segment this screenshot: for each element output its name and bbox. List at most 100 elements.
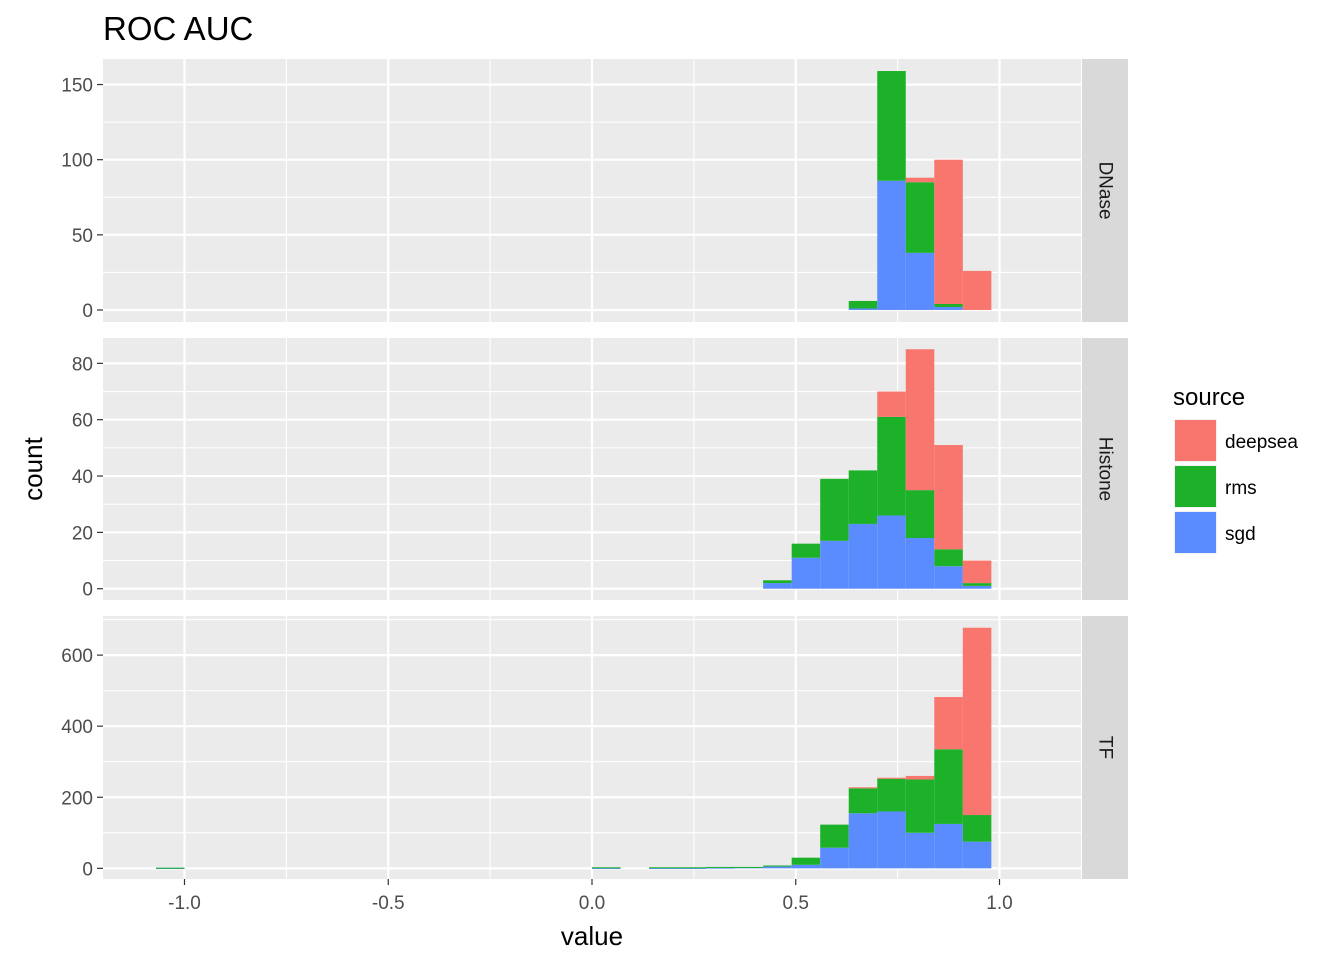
y-tick-label: 0 xyxy=(82,580,93,601)
bar-tf-sgd xyxy=(592,867,621,869)
bar-dnase-rms xyxy=(848,300,878,309)
facet-strip xyxy=(1082,616,1128,879)
legend-label-deepsea: deepsea xyxy=(1225,432,1298,453)
bar-tf-deepsea xyxy=(905,775,935,780)
bar-tf-deepsea xyxy=(934,697,963,750)
bar-histone-sgd xyxy=(791,557,821,589)
bar-dnase-rms xyxy=(877,71,906,181)
bar-tf-rms xyxy=(592,867,621,869)
legend-label-rms: rms xyxy=(1225,478,1257,499)
bar-tf-rms xyxy=(905,779,935,833)
bar-histone-rms xyxy=(877,416,906,516)
bar-dnase-deepsea xyxy=(962,270,992,310)
bar-tf-sgd xyxy=(763,866,792,869)
facet-panel-histone: 0 20 40 60 80 Histone xyxy=(72,338,1128,601)
bar-dnase-rms xyxy=(905,182,935,253)
bar-dnase-deepsea xyxy=(934,159,963,304)
bar-histone-rms xyxy=(962,583,992,586)
bar-tf-sgd xyxy=(677,867,707,869)
bar-dnase-sgd xyxy=(848,308,878,310)
bar-tf-deepsea xyxy=(962,627,992,816)
bar-tf-rms xyxy=(877,778,906,812)
legend-swatch-deepsea xyxy=(1175,420,1216,461)
bar-histone-rms xyxy=(905,490,935,539)
bar-tf-rms xyxy=(734,866,764,868)
y-tick-label: 60 xyxy=(72,411,93,432)
y-tick-label: 20 xyxy=(72,523,93,544)
x-tick-label: 0.5 xyxy=(783,893,809,914)
bar-tf-rms xyxy=(763,865,792,867)
bar-histone-sgd xyxy=(877,515,906,589)
y-tick-label: 150 xyxy=(61,76,93,97)
bar-tf-rms xyxy=(155,867,185,869)
bar-tf-rms xyxy=(820,824,849,848)
bar-dnase-sgd xyxy=(905,252,935,310)
y-axis-title: count xyxy=(18,436,48,500)
bar-histone-rms xyxy=(934,549,963,567)
bar-histone-sgd xyxy=(820,540,849,589)
bar-tf-sgd xyxy=(905,832,935,869)
bar-tf-sgd xyxy=(706,867,735,869)
y-tick-label: 0 xyxy=(82,859,93,880)
bar-histone-rms xyxy=(820,478,849,541)
bar-histone-deepsea xyxy=(905,349,935,491)
bar-histone-deepsea xyxy=(962,560,992,584)
legend-title: source xyxy=(1173,384,1245,411)
facet-panel-tf: 0 200 400 600 TF xyxy=(61,616,1128,880)
bar-tf-rms xyxy=(934,749,963,824)
x-tick-label: -0.5 xyxy=(372,893,405,914)
x-tick-label: 0.0 xyxy=(579,893,605,914)
bar-histone-rms xyxy=(791,543,821,558)
bar-tf-rms xyxy=(791,857,821,865)
y-tick-label: 100 xyxy=(61,151,93,172)
bar-tf-rms xyxy=(649,867,678,869)
bar-histone-sgd xyxy=(848,523,878,589)
bar-tf-sgd xyxy=(877,811,906,869)
y-tick-label: 50 xyxy=(72,226,93,247)
legend-items: deepsea rms sgd xyxy=(1174,419,1298,554)
legend-label-sgd: sgd xyxy=(1225,524,1256,545)
bar-histone-sgd xyxy=(934,566,963,589)
bar-tf-sgd xyxy=(962,841,992,869)
y-tick-label: 80 xyxy=(72,354,93,375)
chart-title: ROC AUC xyxy=(103,10,253,47)
facet-strip-label: TF xyxy=(1095,736,1116,759)
y-tick-label: 600 xyxy=(61,646,93,667)
x-tick-label: -1.0 xyxy=(168,893,201,914)
bar-histone-deepsea xyxy=(934,445,963,550)
facet-panels: 0 50 100 150 DNase 0 20 40 60 80 Histone 0 200 400 600… xyxy=(61,59,1128,880)
bar-tf-sgd xyxy=(649,867,678,869)
bar-histone-deepsea xyxy=(877,391,906,417)
bar-dnase-rms xyxy=(934,303,963,307)
y-tick-label: 200 xyxy=(61,788,93,809)
bar-histone-sgd xyxy=(905,538,935,589)
x-axis-title: value xyxy=(561,921,623,951)
bar-tf-sgd xyxy=(934,823,963,869)
legend-swatch-rms xyxy=(1175,466,1216,507)
x-axis: -1.0 -0.5 0.0 0.5 1.0 xyxy=(168,879,1013,914)
facet-strip xyxy=(1082,338,1128,600)
bar-dnase-sgd xyxy=(934,306,963,310)
bar-histone-rms xyxy=(848,470,878,524)
bar-tf-rms xyxy=(677,867,707,869)
bar-dnase-deepsea xyxy=(905,177,935,183)
bar-tf-deepsea xyxy=(877,777,906,779)
bar-tf-sgd xyxy=(848,813,878,869)
bar-tf-rms xyxy=(962,815,992,842)
facet-panel-dnase: 0 50 100 150 DNase xyxy=(61,59,1128,322)
bar-tf-rms xyxy=(848,788,878,814)
facet-strip-label: DNase xyxy=(1095,161,1116,219)
bar-histone-sgd xyxy=(763,583,792,589)
bar-histone-rms xyxy=(763,580,792,584)
x-tick-label: 1.0 xyxy=(986,893,1012,914)
bar-tf-sgd xyxy=(820,847,849,869)
legend: source deepsea rms sgd xyxy=(1173,384,1298,554)
bar-tf-sgd xyxy=(791,864,821,869)
facet-strip-label: Histone xyxy=(1095,437,1116,501)
facet-strip xyxy=(1082,59,1128,322)
bar-tf-rms xyxy=(706,866,735,868)
y-tick-label: 0 xyxy=(82,301,93,322)
bar-tf-deepsea xyxy=(848,787,878,789)
bar-dnase-sgd xyxy=(877,180,906,310)
